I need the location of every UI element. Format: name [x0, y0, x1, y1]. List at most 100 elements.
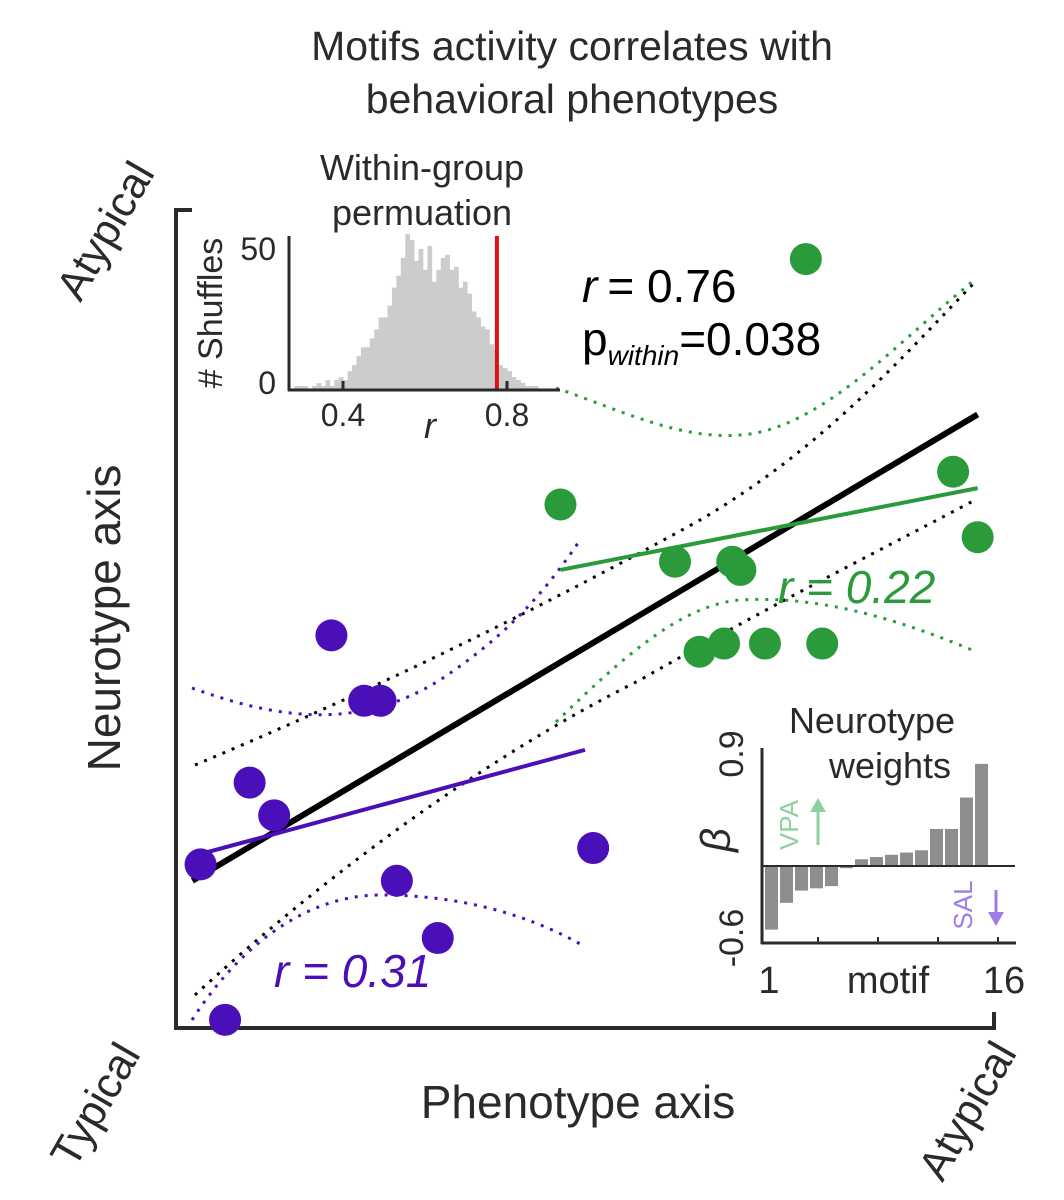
hist-bar: [423, 269, 428, 389]
green-point: [789, 243, 822, 276]
weight-bar: [900, 852, 913, 866]
hist-bar: [352, 365, 357, 389]
hist-bar: [391, 287, 397, 389]
weight-bar: [915, 850, 928, 866]
hist-ytick-0: 0: [258, 365, 276, 401]
hist-title-line2: permuation: [332, 192, 512, 233]
hist-bar: [303, 386, 309, 389]
hist-bar: [516, 380, 521, 389]
weight-bar: [780, 866, 793, 903]
hist-bar: [449, 269, 455, 389]
weight-bar: [840, 866, 853, 869]
green-point: [708, 627, 741, 660]
purple-points: [184, 619, 610, 1036]
figure-title-line1: Motifs activity correlates with: [311, 23, 833, 69]
weight-bar: [885, 854, 898, 866]
weight-bar: [930, 828, 943, 866]
overall-ci-upper: [194, 280, 977, 767]
purple-regression-line: [191, 747, 586, 859]
hist-bar: [356, 356, 362, 389]
hist-bar: [467, 293, 473, 389]
histogram-bars: [294, 234, 539, 389]
purple-point: [577, 832, 610, 865]
green-points: [544, 243, 994, 668]
hist-bar: [396, 275, 402, 389]
weight-bar: [795, 866, 808, 891]
hist-bar: [458, 287, 464, 389]
hist-bar: [405, 234, 410, 389]
weights-bars: [765, 763, 988, 930]
weight-bar: [945, 828, 958, 866]
hist-bar: [502, 368, 508, 389]
hist-bar: [418, 248, 424, 389]
hist-bar: [436, 269, 442, 389]
hist-bar: [511, 377, 517, 389]
overall-p-annotation: pwithin=0.038: [582, 313, 821, 371]
purple-point: [364, 684, 397, 717]
purple-point: [421, 922, 454, 955]
green-point: [683, 635, 716, 668]
weights-xtick-first: 1: [758, 960, 779, 1002]
hist-bar: [462, 281, 468, 389]
x-axis-label: Phenotype axis: [421, 1076, 736, 1128]
weight-bar: [810, 866, 823, 889]
hist-bar: [312, 386, 317, 389]
hist-bar: [476, 317, 481, 389]
hist-bar: [343, 380, 348, 389]
overall-regression-line: [190, 411, 980, 884]
hist-bar: [427, 245, 433, 389]
hist-bar: [524, 386, 530, 389]
weights-xtick-last: 16: [983, 960, 1025, 1002]
green-point: [806, 627, 839, 660]
hist-bar: [507, 371, 512, 389]
hist-bar: [533, 386, 539, 389]
y-axis-label: Neurotype axis: [78, 465, 130, 772]
hist-bar: [334, 380, 340, 389]
green-ci-upper: [555, 280, 973, 438]
hist-bar: [378, 317, 384, 389]
overall-r-annotation: r = 0.76: [582, 260, 737, 312]
y-high-label: Atypical: [47, 154, 164, 308]
hist-bar: [520, 383, 526, 389]
y-low-label: Typical: [42, 1035, 150, 1175]
hist-bar: [360, 347, 366, 389]
hist-bar: [529, 386, 535, 389]
hist-bar: [485, 329, 490, 389]
weights-y-label: β: [692, 828, 739, 854]
hist-bar: [445, 254, 450, 389]
hist-bar: [329, 386, 335, 389]
hist-bar: [414, 260, 419, 389]
weights-title-line1: Neurotype: [789, 700, 955, 741]
hist-y-label: # Shuffles: [192, 238, 230, 389]
hist-bar: [369, 338, 375, 389]
weight-bar: [825, 866, 838, 887]
hist-bar: [374, 329, 379, 389]
green-point: [937, 455, 970, 488]
vpa-label: VPA: [774, 799, 804, 850]
hist-bar: [294, 386, 300, 389]
hist-title-line1: Within-group: [320, 147, 524, 188]
hist-bar: [454, 266, 459, 389]
overall-ci-lower: [193, 498, 976, 997]
green-regression-line: [560, 486, 979, 572]
sal-label: SAL: [948, 880, 978, 929]
hist-bar: [325, 380, 331, 389]
hist-bar: [316, 383, 322, 389]
hist-bar: [409, 240, 415, 389]
green-point: [544, 488, 577, 521]
figure-title-line2: behavioral phenotypes: [366, 76, 779, 122]
purple-r-annotation: r = 0.31: [274, 945, 431, 997]
hist-bar: [298, 386, 304, 389]
weights-ytick-bottom: -0.6: [713, 909, 751, 968]
purple-point: [315, 619, 348, 652]
purple-point: [258, 799, 291, 832]
green-ci-lower: [554, 597, 973, 724]
purple-point: [184, 848, 217, 881]
weights-title-line2: weights: [828, 745, 951, 786]
hist-bar: [498, 365, 504, 389]
weights-ytick-top: 0.9: [713, 730, 751, 777]
hist-bar: [365, 347, 371, 389]
hist-bar: [321, 386, 326, 389]
green-point: [658, 545, 691, 578]
